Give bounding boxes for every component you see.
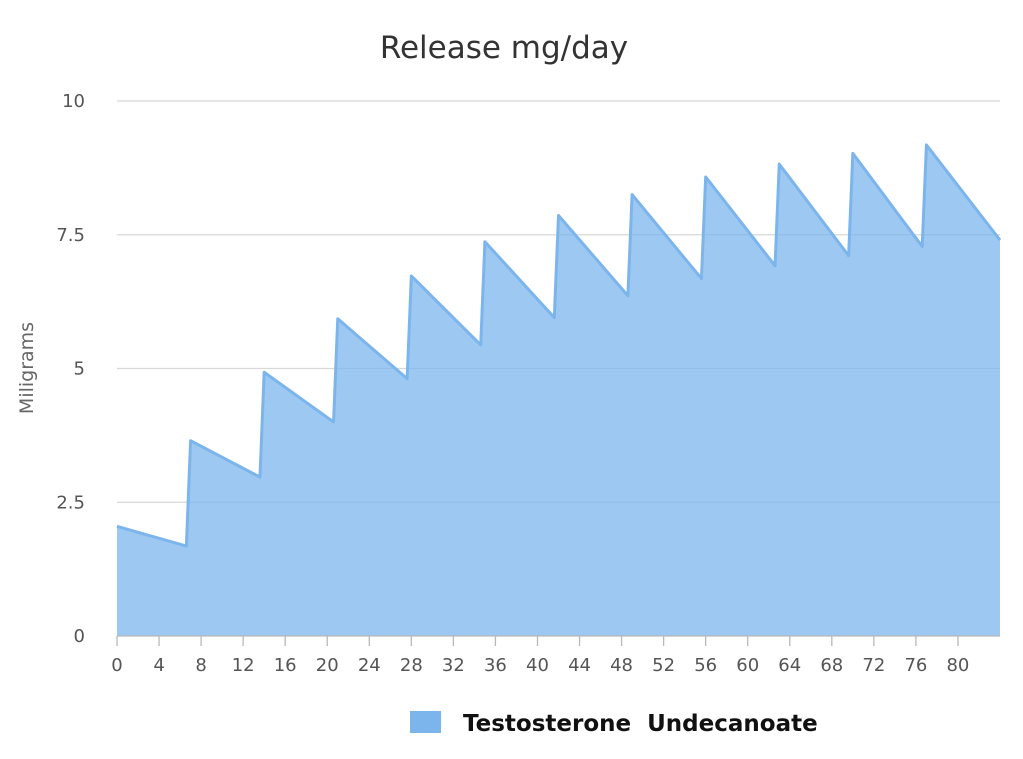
chart-title: Release mg/day: [380, 30, 628, 66]
y-tick-label: 0: [74, 626, 85, 647]
legend[interactable]: Testosterone Undecanoate: [410, 711, 818, 737]
x-tick-label: 16: [274, 655, 297, 676]
x-tick-label: 40: [526, 655, 549, 676]
y-tick-label: 7.5: [56, 225, 85, 246]
y-tick-label: 2.5: [56, 492, 85, 513]
legend-swatch[interactable]: [410, 711, 441, 733]
x-tick-label: 60: [736, 655, 759, 676]
x-tick-label: 32: [442, 655, 465, 676]
x-tick-label: 12: [232, 655, 255, 676]
x-tick-label: 76: [904, 655, 927, 676]
x-tick-label: 48: [610, 655, 633, 676]
x-tick-label: 44: [568, 655, 591, 676]
series-area-fill: [117, 144, 1000, 636]
x-tick-label: 52: [652, 655, 675, 676]
series-line[interactable]: [116, 143, 1002, 548]
series-area-layer: [116, 143, 1002, 636]
x-tick-label: 64: [778, 655, 801, 676]
legend-label[interactable]: Testosterone Undecanoate: [463, 711, 818, 737]
y-axis-label: Miligrams: [16, 322, 38, 414]
x-tick-label: 68: [820, 655, 843, 676]
x-tick-label: 80: [946, 655, 969, 676]
x-tick-label: 4: [153, 655, 164, 676]
x-tick-label: 28: [400, 655, 423, 676]
x-tick-label: 0: [111, 655, 122, 676]
x-tick-label: 72: [862, 655, 885, 676]
x-tick-label: 20: [316, 655, 339, 676]
x-tick-label: 24: [358, 655, 381, 676]
y-tick-label: 5: [74, 359, 85, 380]
x-tick-label: 36: [484, 655, 507, 676]
x-tick-label: 56: [694, 655, 717, 676]
y-tick-label: 10: [62, 91, 85, 112]
x-tick-label: 8: [195, 655, 206, 676]
